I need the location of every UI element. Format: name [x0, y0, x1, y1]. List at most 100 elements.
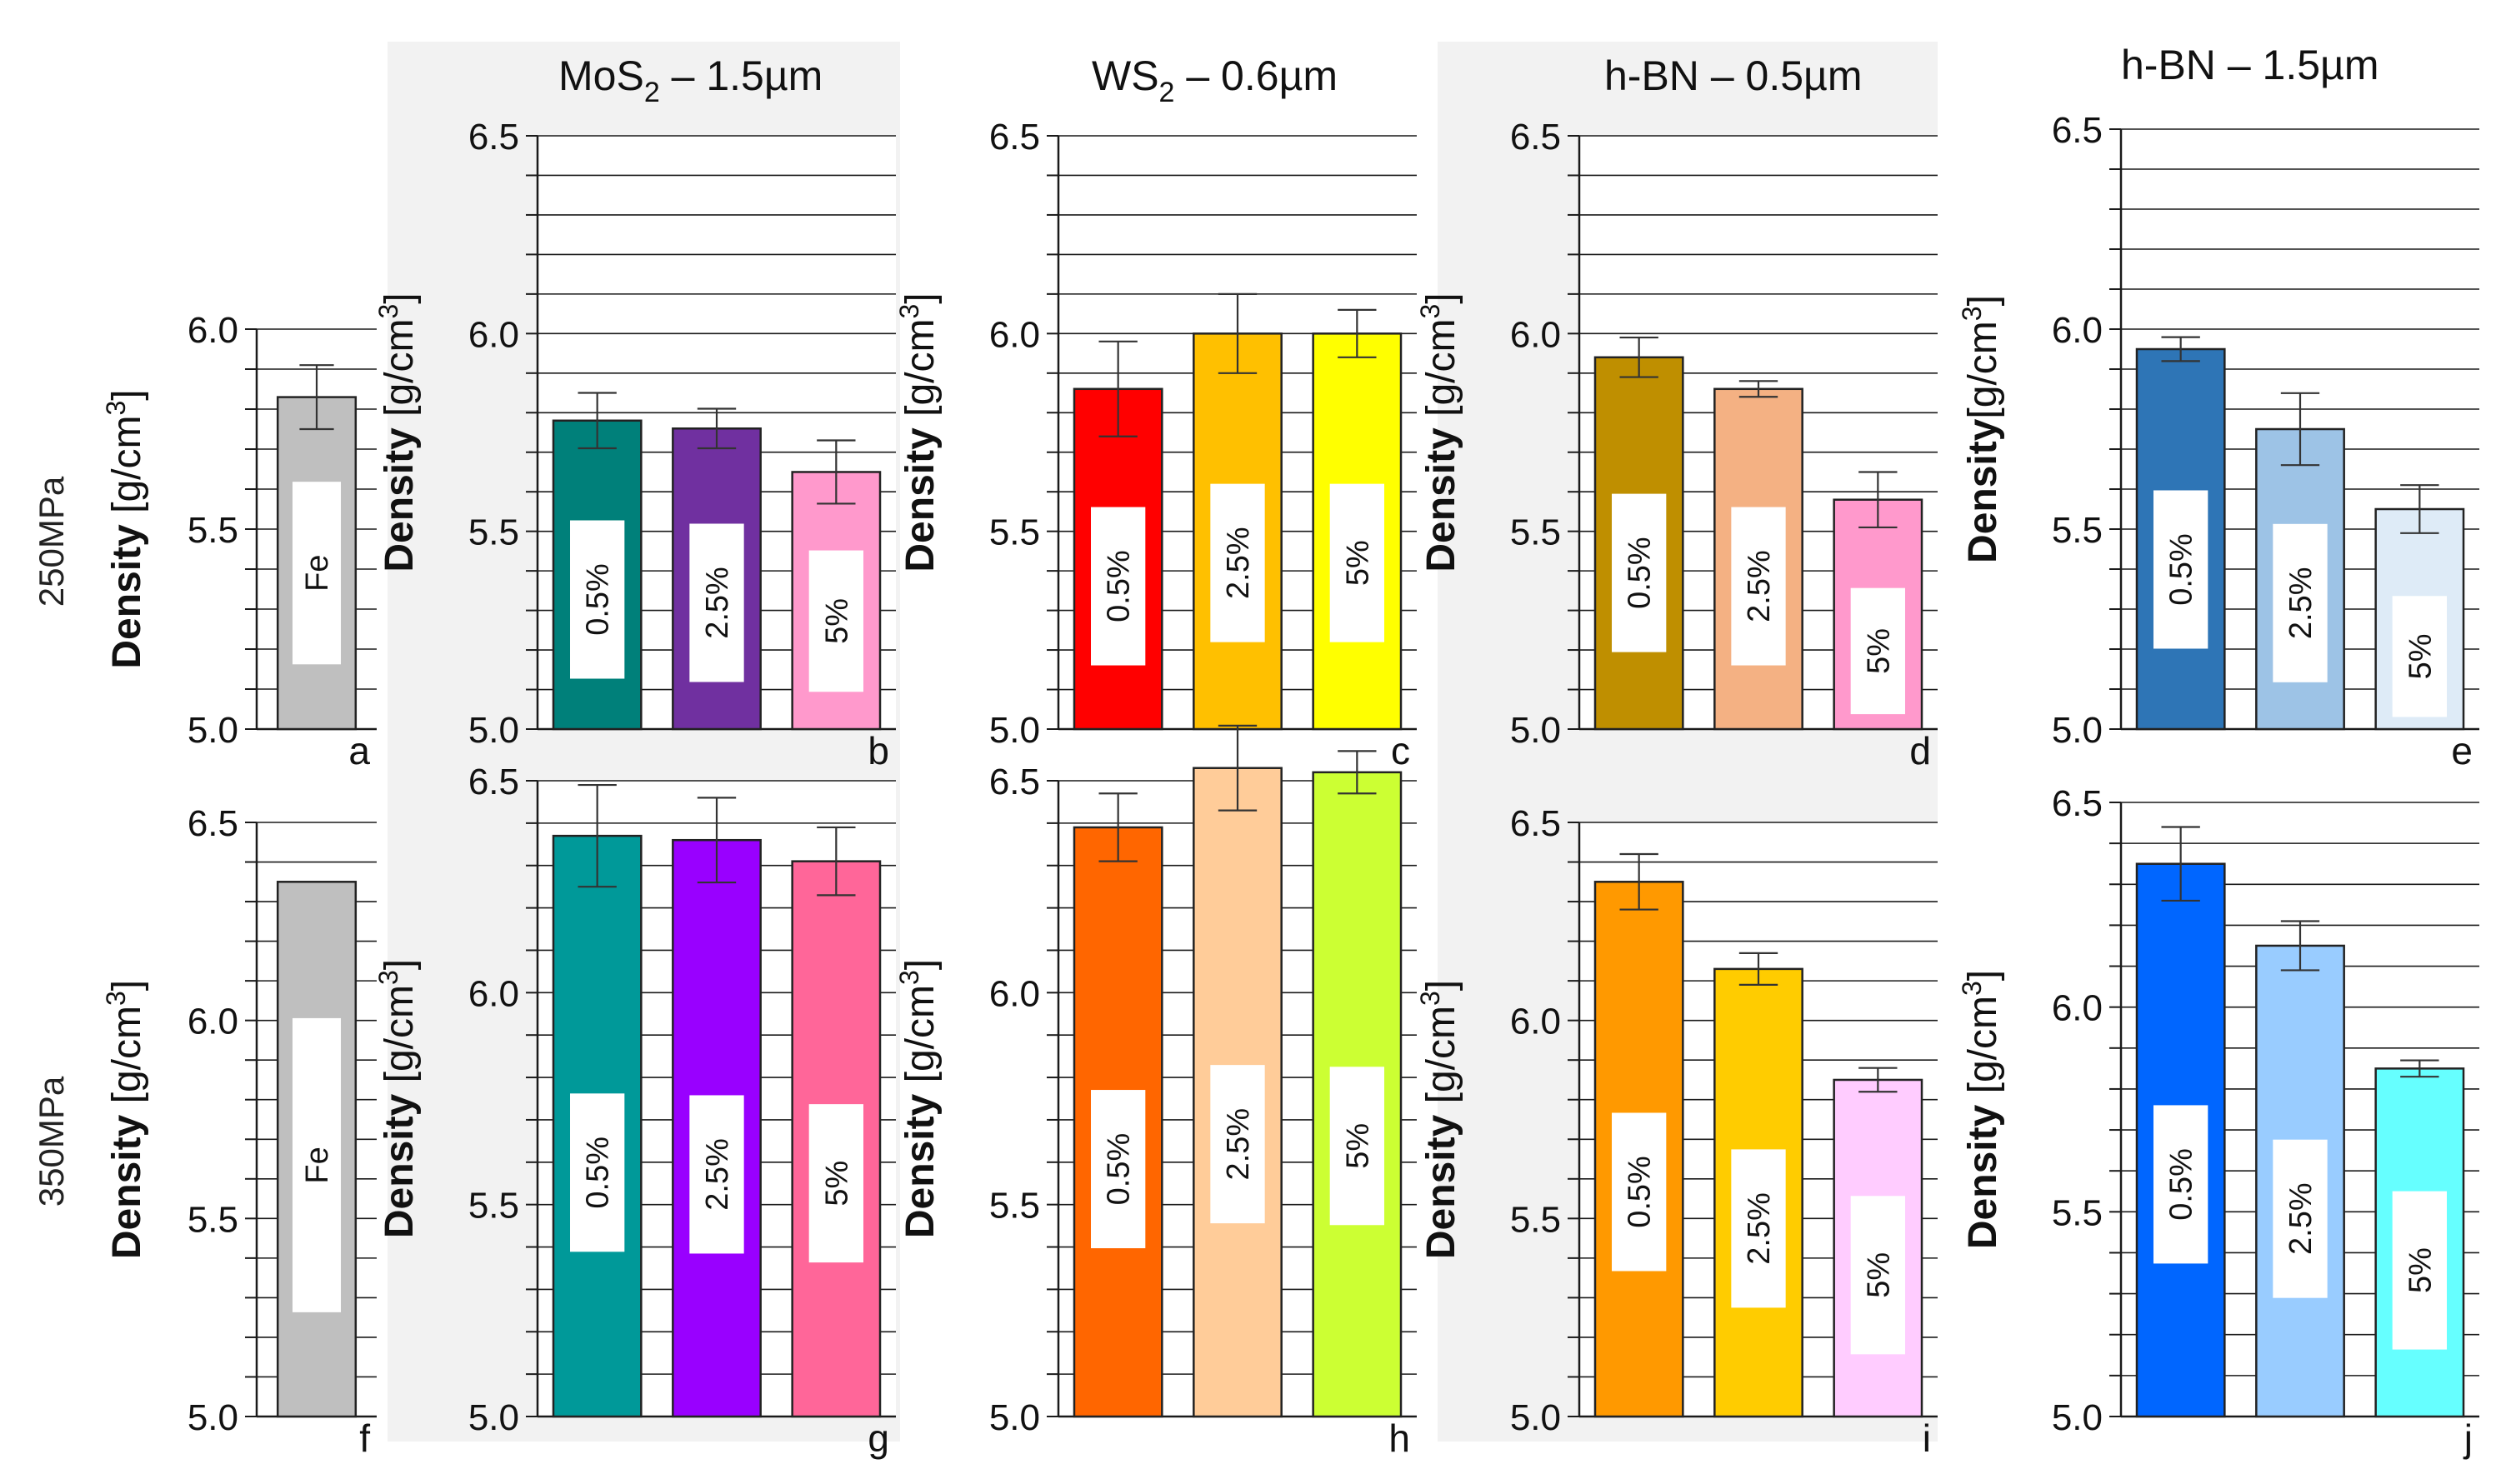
- tick-label: 6.0: [2052, 310, 2103, 351]
- bar-label: 2.5%: [2283, 1182, 2318, 1255]
- tick-label: 6.5: [1510, 117, 1561, 157]
- bar-label: 0.5%: [1623, 1156, 1658, 1228]
- tick-label: 6.5: [188, 803, 238, 844]
- chart-panel-g: 5.0 5.5 6.0 6.5 Density [g/cm3] 0.5% 2.5% 5% g: [373, 762, 896, 1460]
- bar-label: 2.5%: [1221, 1108, 1256, 1181]
- tick-label: 5.5: [468, 1186, 519, 1227]
- y-axis-label: Density [g/cm3]: [373, 959, 422, 1238]
- panel-letter: c: [1391, 729, 1410, 772]
- tick-label: 5.0: [2052, 710, 2103, 751]
- bar-label: 5%: [819, 598, 854, 644]
- y-axis-label-units: [g/cm: [898, 985, 943, 1094]
- y-axis-label-units: [g/cm: [378, 985, 422, 1094]
- tick-label: 5.0: [468, 710, 519, 751]
- tick-label: 6.0: [2052, 988, 2103, 1029]
- column-title-hbn-05-base: h-BN: [1604, 52, 1699, 99]
- column-title-mos2-sub: 2: [644, 77, 660, 108]
- chart-panel-f: 5.0 5.5 6.0 6.5 Density [g/cm3] Fe f: [101, 803, 377, 1460]
- bar-label-box: [1329, 483, 1384, 642]
- column-title-mos2: MoS2 – 1.5µm: [558, 52, 823, 108]
- y-axis-label-bracket: ]: [105, 389, 149, 400]
- y-axis-label-superscript: 3: [101, 401, 131, 416]
- column-title-ws2: WS2 – 0.6µm: [1092, 52, 1338, 108]
- tick-label: 6.5: [468, 762, 519, 802]
- panel-letter: e: [2451, 729, 2473, 772]
- bar-label-box: [292, 482, 342, 665]
- panel-letter: a: [348, 729, 370, 772]
- tick-label: 6.0: [468, 314, 519, 355]
- y-axis-label-bold: Density: [1961, 1104, 2005, 1249]
- bar-label-box: [1850, 1196, 1905, 1355]
- bar-label-box: [1731, 507, 1786, 666]
- y-axis-label-bracket: ]: [1961, 295, 2005, 306]
- tick-label: 5.0: [188, 1397, 238, 1438]
- column-title-hbn-05: h-BN – 0.5µm: [1604, 52, 1862, 99]
- bar-label-box: [689, 523, 744, 682]
- y-axis-label: Density [g/cm3]: [894, 292, 943, 572]
- row-label-350mpa: 350MPa: [32, 1076, 71, 1207]
- y-axis-label-superscript: 3: [894, 304, 924, 319]
- tick-label: 5.0: [989, 1397, 1040, 1438]
- bar-label: 2.5%: [1742, 1192, 1777, 1265]
- y-axis-label-units: [g/cm: [105, 1006, 149, 1115]
- y-axis-label-bracket: ]: [898, 959, 943, 970]
- bar-label-box: [808, 550, 863, 692]
- bar-label: 2.5%: [700, 567, 735, 639]
- column-title-hbn-15-base: h-BN: [2121, 42, 2216, 88]
- chart-panel-j: 5.0 5.5 6.0 6.5 Density [g/cm3] 0.5% 2.5% 5% j: [1957, 783, 2479, 1460]
- y-axis-label: Density [g/cm3]: [101, 980, 149, 1259]
- tick-label: 5.5: [2052, 510, 2103, 551]
- bar-label: Fe: [300, 555, 335, 592]
- y-axis-label-superscript: 3: [1957, 306, 1987, 321]
- y-axis-label-superscript: 3: [1957, 981, 1987, 996]
- bar-label-box: [1731, 1149, 1786, 1308]
- tick-label: 5.5: [2052, 1192, 2103, 1233]
- bar-label-box: [2273, 523, 2328, 682]
- chart-panel-d: 5.0 5.5 6.0 6.5 Density [g/cm3] 0.5% 2.5% 5% d: [1415, 117, 1938, 772]
- column-title-mos2-rest: – 1.5µm: [660, 52, 823, 99]
- y-axis-label-units: [g/cm: [898, 319, 943, 428]
- y-axis-label: Density [g/cm3]: [894, 959, 943, 1238]
- bar-label-box: [1091, 507, 1146, 666]
- tick-label: 6.0: [989, 314, 1040, 355]
- tick-label: 5.0: [468, 1397, 519, 1438]
- tick-label: 5.0: [2052, 1397, 2103, 1438]
- bar-label-box: [1612, 1112, 1667, 1272]
- tick-label: 5.0: [989, 710, 1040, 751]
- y-axis-label-units: [g/cm: [1961, 321, 2005, 418]
- column-title-ws2-rest: – 0.6µm: [1174, 52, 1338, 99]
- column-title-mos2-base: MoS: [558, 52, 644, 99]
- tick-label: 6.5: [468, 117, 519, 157]
- bar-label: 5%: [1340, 1123, 1375, 1169]
- bar-label-box: [1612, 493, 1667, 652]
- bar-label-box: [570, 520, 625, 679]
- tick-label: 5.5: [188, 1199, 238, 1240]
- y-axis-label-bracket: ]: [898, 292, 943, 303]
- tick-label: 5.5: [1510, 512, 1561, 553]
- y-axis-label-bold: Density: [898, 427, 943, 572]
- y-axis-label-bracket: ]: [105, 980, 149, 991]
- tick-label: 5.0: [1510, 1397, 1561, 1438]
- tick-label: 6.0: [1510, 314, 1561, 355]
- y-axis-label-units: [g/cm: [105, 416, 149, 525]
- chart-panel-a: 5.0 5.5 6.0 Density [g/cm3] Fe a: [101, 310, 377, 772]
- bar-label: 0.5%: [581, 563, 616, 636]
- bar-label-box: [2273, 1139, 2328, 1298]
- bar-label: 2.5%: [700, 1138, 735, 1211]
- y-axis-label-superscript: 3: [101, 991, 131, 1006]
- bar-label-box: [570, 1093, 625, 1252]
- y-axis-label: Density [g/cm3]: [1415, 980, 1463, 1259]
- column-title-hbn-15-rest: – 1.5µm: [2216, 42, 2379, 88]
- y-axis-label-superscript: 3: [894, 970, 924, 985]
- y-axis-label-units: [g/cm: [378, 319, 422, 428]
- tick-label: 6.5: [989, 117, 1040, 157]
- y-axis-label-superscript: 3: [373, 970, 403, 985]
- chart-panel-i: 5.0 5.5 6.0 6.5 Density [g/cm3] 0.5% 2.5% 5% i: [1415, 803, 1938, 1460]
- tick-label: 6.0: [1510, 1002, 1561, 1042]
- y-axis-label-bracket: ]: [378, 959, 422, 970]
- y-axis-label-units: [g/cm: [1419, 1006, 1463, 1115]
- panel-letter: b: [868, 729, 889, 772]
- tick-label: 6.5: [989, 762, 1040, 802]
- y-axis-label-bold: Density: [105, 524, 149, 669]
- bar-label-box: [292, 1017, 342, 1312]
